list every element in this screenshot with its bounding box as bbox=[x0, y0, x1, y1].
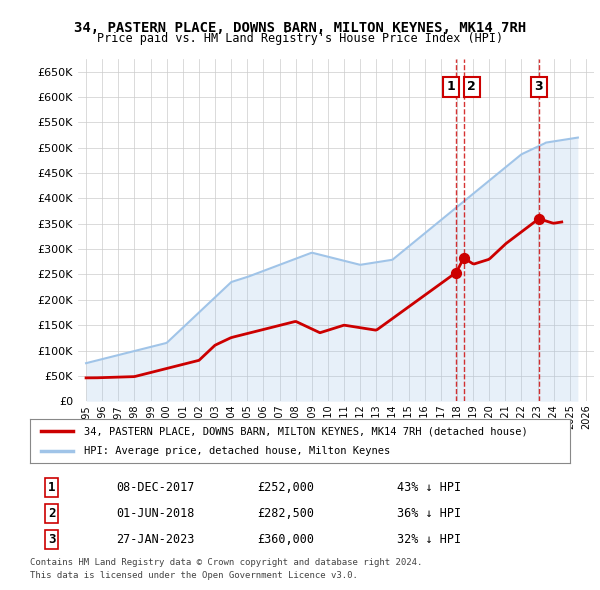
Text: £282,500: £282,500 bbox=[257, 507, 314, 520]
Text: £360,000: £360,000 bbox=[257, 533, 314, 546]
Point bbox=[534, 214, 544, 224]
Text: 32% ↓ HPI: 32% ↓ HPI bbox=[397, 533, 461, 546]
Point bbox=[451, 268, 461, 278]
Text: 01-JUN-2018: 01-JUN-2018 bbox=[116, 507, 195, 520]
Point bbox=[459, 253, 469, 263]
Text: 1: 1 bbox=[48, 481, 55, 494]
Text: HPI: Average price, detached house, Milton Keynes: HPI: Average price, detached house, Milt… bbox=[84, 446, 390, 455]
Text: This data is licensed under the Open Government Licence v3.0.: This data is licensed under the Open Gov… bbox=[30, 571, 358, 580]
Text: £252,000: £252,000 bbox=[257, 481, 314, 494]
Text: 1: 1 bbox=[446, 80, 455, 93]
Text: 3: 3 bbox=[535, 80, 543, 93]
Text: 08-DEC-2017: 08-DEC-2017 bbox=[116, 481, 195, 494]
Text: 3: 3 bbox=[48, 533, 55, 546]
Text: 2: 2 bbox=[48, 507, 55, 520]
Text: 34, PASTERN PLACE, DOWNS BARN, MILTON KEYNES, MK14 7RH: 34, PASTERN PLACE, DOWNS BARN, MILTON KE… bbox=[74, 21, 526, 35]
Text: 2: 2 bbox=[467, 80, 476, 93]
Text: 36% ↓ HPI: 36% ↓ HPI bbox=[397, 507, 461, 520]
Text: 34, PASTERN PLACE, DOWNS BARN, MILTON KEYNES, MK14 7RH (detached house): 34, PASTERN PLACE, DOWNS BARN, MILTON KE… bbox=[84, 427, 528, 436]
Text: Contains HM Land Registry data © Crown copyright and database right 2024.: Contains HM Land Registry data © Crown c… bbox=[30, 558, 422, 566]
Text: 43% ↓ HPI: 43% ↓ HPI bbox=[397, 481, 461, 494]
Text: 27-JAN-2023: 27-JAN-2023 bbox=[116, 533, 195, 546]
Text: Price paid vs. HM Land Registry's House Price Index (HPI): Price paid vs. HM Land Registry's House … bbox=[97, 32, 503, 45]
